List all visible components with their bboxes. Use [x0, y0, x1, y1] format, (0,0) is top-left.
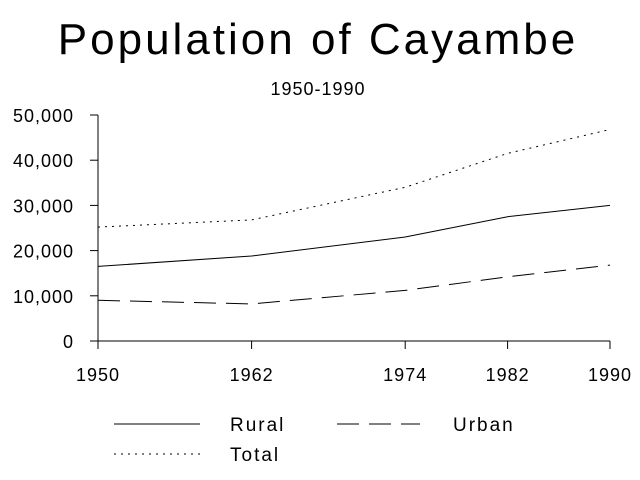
legend: Rural Urban Total — [114, 415, 515, 466]
chart-subtitle: 1950-1990 — [270, 79, 365, 99]
series-line-total — [97, 129, 611, 228]
y-tick-label: 50,000 — [13, 106, 74, 126]
y-ticks: 0 10,000 20,000 30,000 40,000 50,000 — [13, 106, 98, 352]
series-line-urban — [97, 264, 611, 305]
series-lines — [97, 129, 611, 305]
x-tick-label: 1974 — [383, 365, 427, 385]
legend-label-rural: Rural — [230, 415, 285, 436]
x-tick-label: 1990 — [588, 365, 632, 385]
chart-title: Population of Cayambe — [58, 15, 578, 64]
y-tick-label: 10,000 — [13, 287, 74, 307]
y-tick-label: 20,000 — [13, 242, 74, 262]
x-ticks: 1950 1962 1974 1982 1990 — [76, 341, 632, 385]
x-tick-label: 1962 — [230, 365, 274, 385]
y-tick-label: 40,000 — [13, 151, 74, 171]
series-line-rural — [97, 204, 611, 267]
legend-label-total: Total — [230, 445, 280, 466]
y-tick-label: 30,000 — [13, 196, 74, 216]
y-tick-label: 0 — [63, 332, 74, 352]
x-tick-label: 1982 — [486, 365, 530, 385]
legend-label-urban: Urban — [453, 415, 515, 436]
x-tick-label: 1950 — [76, 365, 120, 385]
